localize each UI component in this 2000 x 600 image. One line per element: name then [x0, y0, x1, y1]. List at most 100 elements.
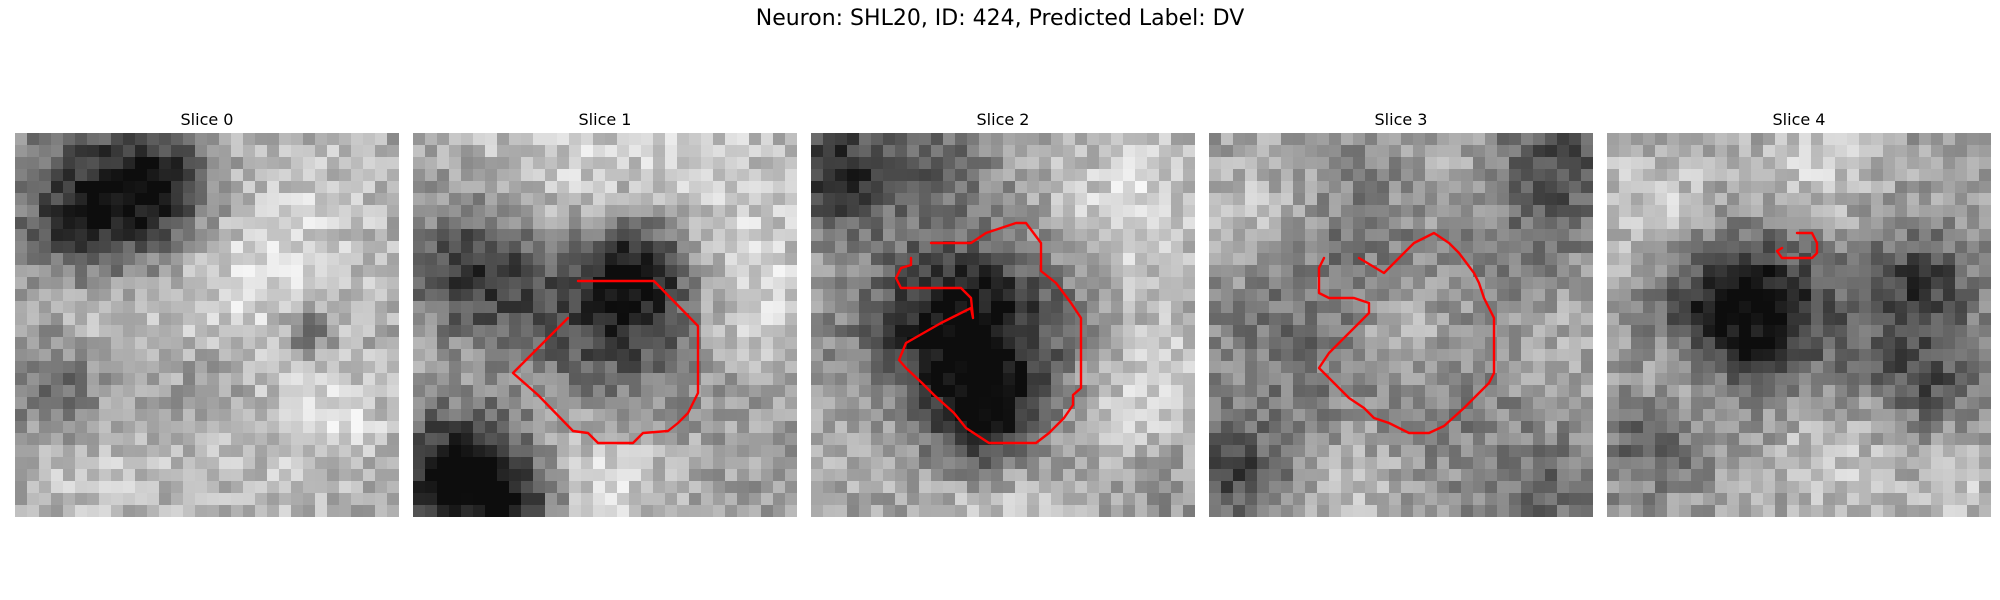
pixel [1293, 193, 1306, 206]
pixel [425, 253, 438, 266]
pixel [1655, 205, 1668, 218]
pixel [1353, 457, 1366, 470]
pixel [303, 193, 316, 206]
pixel [1365, 433, 1378, 446]
pixel [1365, 337, 1378, 350]
pixel [641, 193, 654, 206]
pixel [1245, 169, 1258, 182]
pixel [725, 373, 738, 386]
pixel [1281, 133, 1294, 146]
pixel [1581, 157, 1593, 170]
pixel [919, 181, 932, 194]
pixel [1051, 373, 1064, 386]
pixel [1703, 421, 1716, 434]
pixel [461, 229, 474, 242]
pixel [1221, 229, 1234, 242]
pixel [39, 133, 52, 146]
pixel [1883, 277, 1896, 290]
pixel [87, 397, 100, 410]
pixel [521, 181, 534, 194]
pixel [231, 361, 244, 374]
pixel [27, 181, 40, 194]
pixel [1317, 301, 1330, 314]
pixel [605, 421, 618, 434]
pixel [339, 433, 352, 446]
pixel [1931, 301, 1944, 314]
pixel [1245, 253, 1258, 266]
pixel [1317, 133, 1330, 146]
pixel [1389, 181, 1402, 194]
pixel [1461, 385, 1474, 398]
pixel [207, 265, 220, 278]
pixel [991, 445, 1004, 458]
pixel [725, 385, 738, 398]
pixel [1003, 505, 1016, 517]
pixel [1329, 349, 1342, 362]
pixel [219, 277, 232, 290]
pixel [1787, 325, 1800, 338]
pixel [773, 253, 786, 266]
pixel [1233, 397, 1246, 410]
pixel [955, 337, 968, 350]
pixel [725, 145, 738, 158]
pixel [1135, 205, 1148, 218]
pixel [773, 421, 786, 434]
pixel [1135, 481, 1148, 494]
pixel [1763, 157, 1776, 170]
pixel [761, 181, 774, 194]
pixel [605, 289, 618, 302]
pixel [521, 457, 534, 470]
pixel [557, 241, 570, 254]
pixel [1967, 265, 1980, 278]
pixel [1691, 313, 1704, 326]
pixel [533, 241, 546, 254]
pixel [449, 373, 462, 386]
pixel [1631, 157, 1644, 170]
pixel [653, 361, 666, 374]
pixel [835, 457, 848, 470]
pixel [449, 277, 462, 290]
pixel [629, 445, 642, 458]
pixel [195, 145, 208, 158]
pixel [147, 433, 160, 446]
pixel [1257, 325, 1270, 338]
pixel [1305, 229, 1318, 242]
pixel [111, 133, 124, 146]
pixel [811, 409, 824, 422]
pixel [641, 253, 654, 266]
pixel [1931, 205, 1944, 218]
pixel [1557, 397, 1570, 410]
pixel [485, 505, 498, 517]
pixel [497, 157, 510, 170]
pixel [1557, 241, 1570, 254]
pixel [1147, 193, 1160, 206]
pixel [713, 361, 726, 374]
pixel [195, 193, 208, 206]
pixel [1293, 313, 1306, 326]
pixel [1631, 445, 1644, 458]
pixel [1703, 253, 1716, 266]
pixel [63, 505, 76, 517]
pixel [1643, 193, 1656, 206]
pixel [255, 313, 268, 326]
slice-3-image [1209, 133, 1593, 517]
pixel [327, 193, 340, 206]
pixel [1871, 145, 1884, 158]
pixel [859, 241, 872, 254]
pixel [811, 397, 824, 410]
pixel [1835, 229, 1848, 242]
pixel [51, 265, 64, 278]
pixel [1979, 133, 1991, 146]
pixel [1715, 289, 1728, 302]
pixel [1485, 421, 1498, 434]
pixel [207, 373, 220, 386]
pixel [1209, 361, 1222, 374]
pixel [1727, 373, 1740, 386]
pixel [1485, 145, 1498, 158]
pixel [351, 409, 364, 422]
pixel [1449, 385, 1462, 398]
pixel [363, 481, 376, 494]
pixel [1027, 373, 1040, 386]
pixel [1257, 289, 1270, 302]
pixel [1281, 469, 1294, 482]
